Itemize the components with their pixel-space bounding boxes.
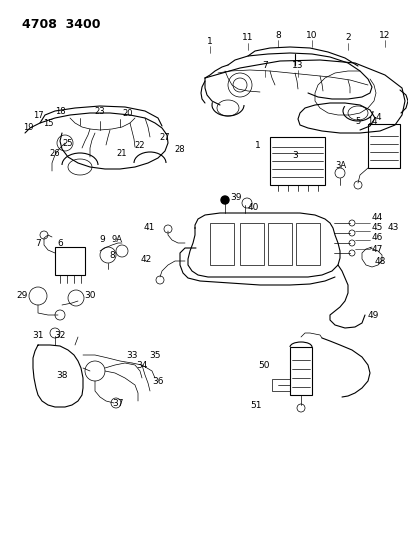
Bar (55, 247, 85, 275)
Text: 1: 1 (207, 36, 213, 45)
Text: 27: 27 (160, 133, 170, 141)
Text: 29: 29 (16, 292, 28, 301)
Text: 12: 12 (379, 30, 391, 39)
Text: 25: 25 (63, 139, 73, 148)
Text: 9A: 9A (111, 236, 122, 245)
Text: 4: 4 (375, 112, 381, 122)
Text: 5: 5 (355, 117, 361, 126)
Text: 26: 26 (50, 149, 60, 157)
Text: 15: 15 (43, 118, 53, 127)
Bar (270, 137, 325, 185)
Bar (268, 223, 292, 265)
Text: 43: 43 (388, 223, 399, 232)
Text: 50: 50 (259, 360, 270, 369)
Text: 10: 10 (306, 30, 318, 39)
Text: 23: 23 (95, 107, 105, 116)
Text: 36: 36 (152, 376, 164, 385)
Text: 39: 39 (230, 192, 242, 201)
Text: 35: 35 (149, 351, 161, 359)
Text: 33: 33 (126, 351, 138, 359)
Bar (272, 379, 290, 391)
Text: 9: 9 (99, 236, 105, 245)
Text: 37: 37 (112, 399, 124, 408)
Text: 46: 46 (372, 233, 384, 243)
Text: 51: 51 (251, 400, 262, 409)
Text: 44: 44 (372, 214, 383, 222)
Text: 3: 3 (292, 150, 298, 159)
Text: 1: 1 (255, 141, 261, 149)
Text: 22: 22 (135, 141, 145, 149)
Text: 7: 7 (35, 238, 41, 247)
Text: 21: 21 (117, 149, 127, 157)
Text: 34: 34 (136, 360, 148, 369)
Circle shape (221, 196, 229, 204)
Text: 40: 40 (248, 203, 259, 212)
Text: 47: 47 (372, 245, 384, 254)
Text: 6: 6 (57, 238, 63, 247)
Text: 2: 2 (345, 34, 351, 43)
Text: 28: 28 (175, 144, 185, 154)
Text: 18: 18 (55, 107, 65, 116)
Text: 8: 8 (275, 30, 281, 39)
Bar (240, 223, 264, 265)
Text: 49: 49 (368, 311, 379, 319)
Text: 7: 7 (262, 61, 268, 69)
Text: 31: 31 (32, 330, 44, 340)
Text: 38: 38 (56, 370, 68, 379)
Text: 48: 48 (375, 256, 386, 265)
Text: 42: 42 (141, 254, 152, 263)
Text: 13: 13 (292, 61, 304, 69)
Text: 4708  3400: 4708 3400 (22, 19, 100, 31)
Text: 41: 41 (144, 223, 155, 232)
Text: 14: 14 (367, 117, 377, 126)
Bar (290, 347, 312, 395)
Text: 45: 45 (372, 223, 384, 232)
Text: 19: 19 (23, 124, 33, 133)
Text: 11: 11 (242, 34, 254, 43)
Text: 32: 32 (54, 330, 66, 340)
Bar (296, 223, 320, 265)
Text: 30: 30 (84, 290, 96, 300)
Bar (368, 124, 400, 168)
Text: 17: 17 (33, 110, 43, 119)
Text: 20: 20 (123, 109, 133, 117)
Text: 3A: 3A (335, 160, 346, 169)
Text: 8: 8 (109, 251, 115, 260)
Bar (210, 223, 234, 265)
